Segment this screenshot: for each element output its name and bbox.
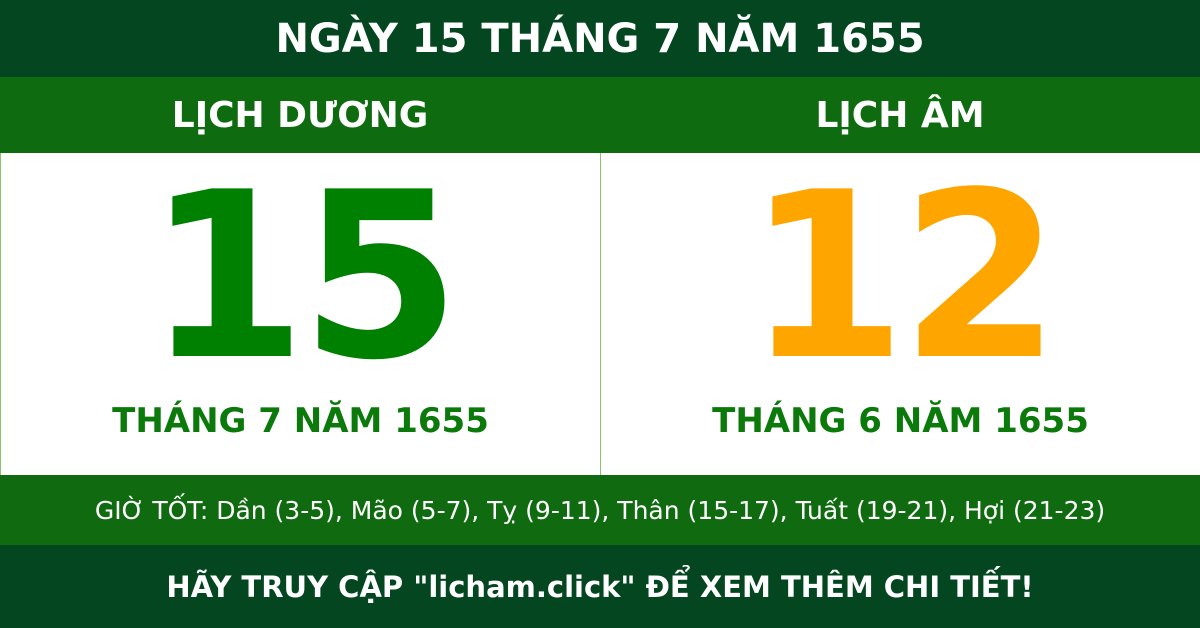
good-hours: GIỜ TỐT: Dần (3-5), Mão (5-7), Tỵ (9-11)… [0,475,1200,545]
lunar-day: 12 [746,144,1060,411]
solar-panel: 15 THÁNG 7 NĂM 1655 [0,153,600,475]
solar-heading: LỊCH DƯƠNG [171,94,429,136]
lunar-month-year: THÁNG 6 NĂM 1655 [712,401,1089,441]
lunar-heading: LỊCH ÂM [815,94,985,136]
solar-day: 15 [146,144,460,411]
solar-month-year: THÁNG 7 NĂM 1655 [112,401,489,441]
calendar-headings: LỊCH DƯƠNG LỊCH ÂM [0,77,1200,153]
footer-cta: HÃY TRUY CẬP "licham.click" ĐỂ XEM THÊM … [0,545,1200,628]
lunar-panel: 12 THÁNG 6 NĂM 1655 [600,153,1200,475]
page-title: NGÀY 15 THÁNG 7 NĂM 1655 [0,0,1200,77]
